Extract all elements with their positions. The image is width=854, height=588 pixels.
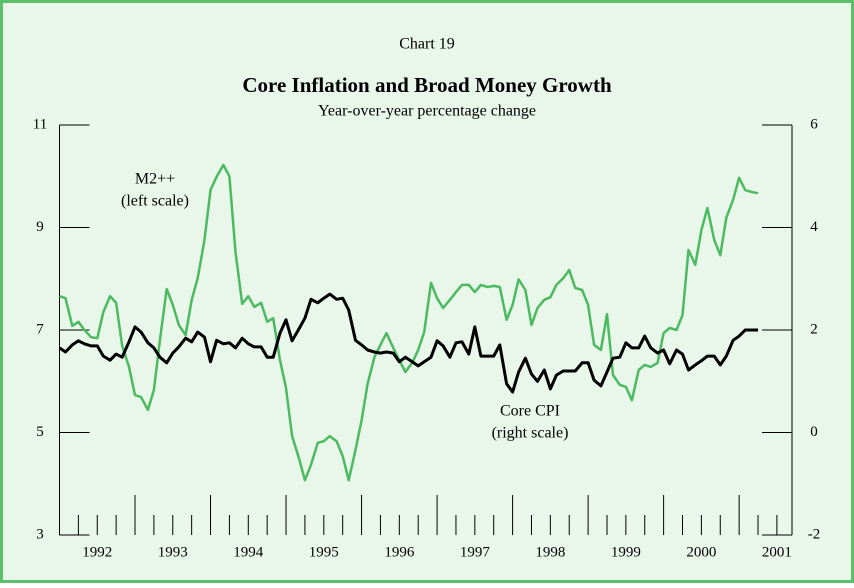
y-tick-label: 5 xyxy=(36,424,44,440)
annotation: M2++ xyxy=(135,171,175,188)
y-tick-label: 9 xyxy=(36,219,44,235)
y2-tick-label: -2 xyxy=(808,526,821,542)
y-tick-label: 7 xyxy=(36,321,44,337)
x-tick-label: 1993 xyxy=(158,544,188,560)
chart-title: Core Inflation and Broad Money Growth xyxy=(242,73,612,97)
y2-tick-label: 0 xyxy=(810,424,818,440)
y-tick-label: 11 xyxy=(33,116,47,132)
series-line xyxy=(59,163,759,482)
x-tick-label: 2001 xyxy=(762,544,792,560)
x-tick-label: 1999 xyxy=(611,544,641,560)
x-tick-label: 2000 xyxy=(686,544,716,560)
chart-subtitle: Year-over-year percentage change xyxy=(318,103,536,120)
x-tick-label: 1994 xyxy=(233,544,264,560)
x-tick-label: 1997 xyxy=(460,544,491,560)
annotation: (right scale) xyxy=(492,425,569,442)
x-tick-label: 1998 xyxy=(535,544,565,560)
annotation: (left scale) xyxy=(121,193,189,210)
series-line xyxy=(58,292,758,394)
y2-tick-label: 6 xyxy=(810,116,818,132)
annotation: Core CPI xyxy=(500,403,560,420)
y2-tick-label: 2 xyxy=(810,321,818,337)
x-tick-label: 1996 xyxy=(384,544,415,560)
y-tick-label: 3 xyxy=(36,526,44,542)
chart-number: Chart 19 xyxy=(399,36,455,53)
x-tick-label: 1992 xyxy=(82,544,112,560)
y2-tick-label: 4 xyxy=(810,219,818,235)
x-tick-label: 1995 xyxy=(309,544,339,560)
